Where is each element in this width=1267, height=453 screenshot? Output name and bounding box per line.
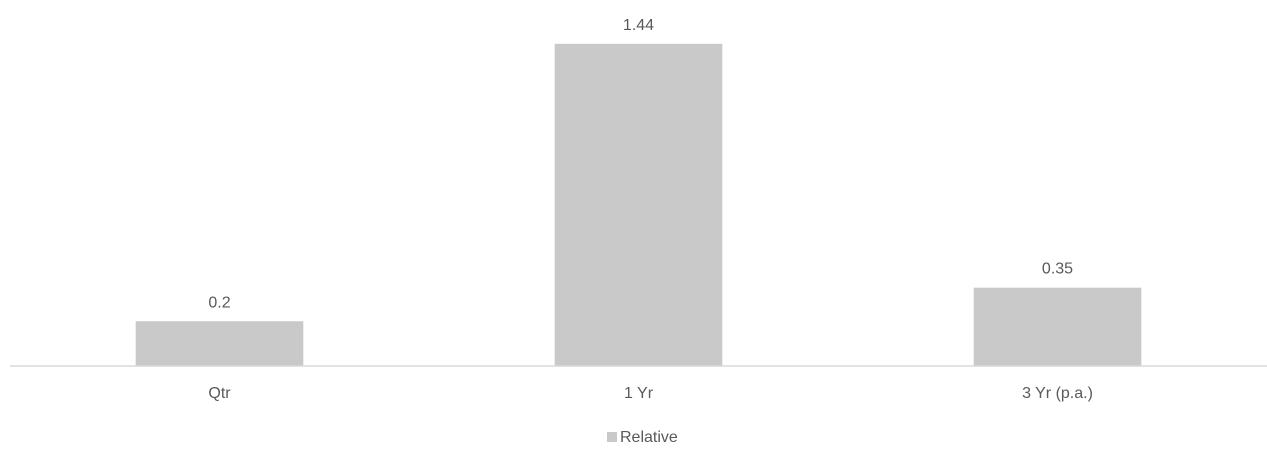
data-label: 0.35	[1042, 261, 1073, 278]
data-label-group: 0.2 1.44 0.35	[208, 17, 1073, 311]
bar	[973, 287, 1142, 366]
legend-swatch	[607, 432, 617, 442]
bar-group	[135, 43, 1142, 367]
bar	[135, 321, 304, 366]
legend-label: Relative	[620, 429, 678, 446]
bar	[554, 43, 723, 367]
data-label: 0.2	[208, 294, 230, 311]
x-tick-label: 3 Yr (p.a.)	[1022, 385, 1093, 402]
data-label: 1.44	[623, 17, 654, 34]
legend: Relative	[607, 429, 678, 446]
x-tick-label: 1 Yr	[624, 385, 654, 402]
x-tick-label: Qtr	[208, 385, 231, 402]
x-tick-label-group: Qtr 1 Yr 3 Yr (p.a.)	[208, 385, 1093, 402]
